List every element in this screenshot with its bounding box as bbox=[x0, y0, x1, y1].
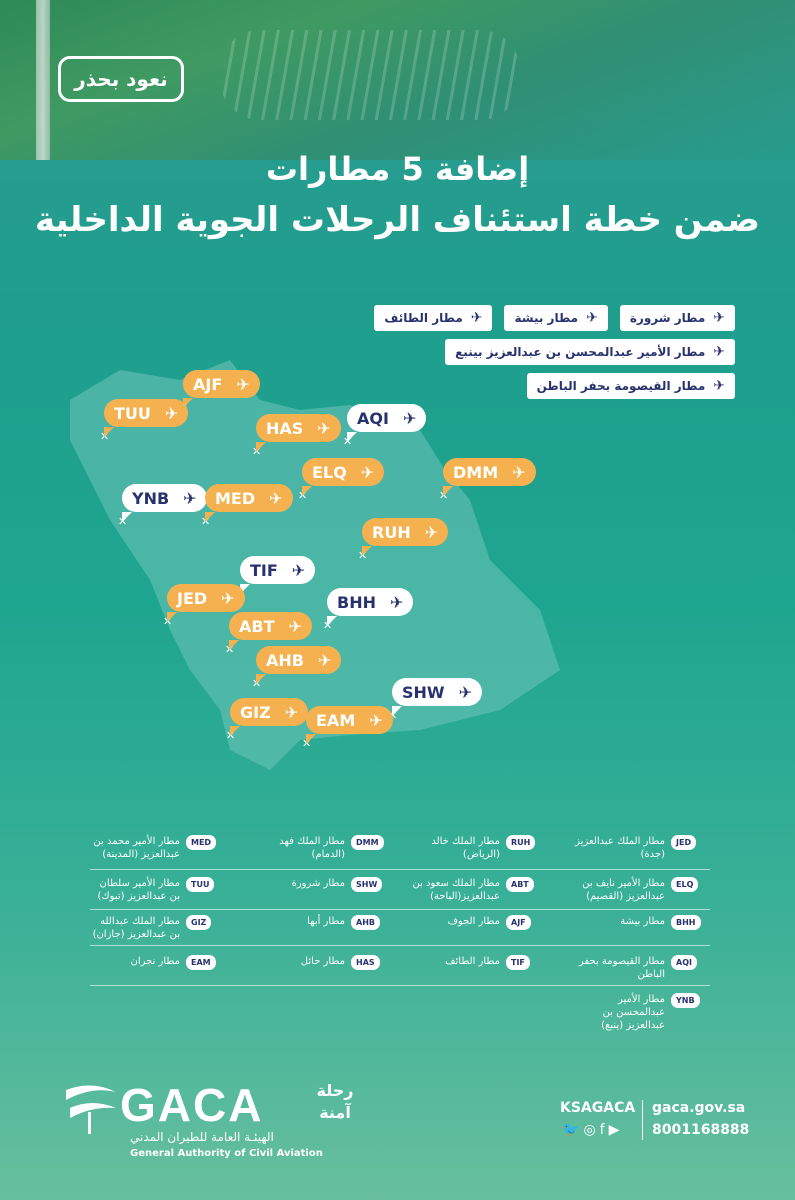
phone-number: 8001168888 bbox=[652, 1122, 750, 1138]
bubble-aqi: AQI ✈ bbox=[347, 404, 427, 442]
row-divider bbox=[90, 985, 710, 986]
plane-icon: ✈ bbox=[713, 310, 725, 326]
tag-item: ✈ مطار الطائف bbox=[374, 305, 493, 331]
bubble-ynb: YNB ✈ bbox=[122, 484, 207, 522]
page-title: إضافة 5 مطارات bbox=[265, 150, 530, 188]
bubble-abt: ABT ✈ bbox=[229, 612, 312, 650]
bubble-has: HAS ✈ bbox=[256, 414, 341, 452]
table-cell: ELQ مطار الأمير نايف بن عبدالعزيز (القصيم… bbox=[575, 877, 699, 903]
plane-icon: ✈ bbox=[458, 682, 472, 702]
bubble-ajf: AJF ✈ bbox=[183, 370, 260, 408]
gaca-arabic-name: الهيئـة العامة للطيران المدني bbox=[130, 1130, 274, 1144]
youtube-icon[interactable]: ▶ bbox=[608, 1122, 620, 1138]
table-cell: YNB مطار الأمير عبدالمحسن بن عبدالعزيز (ي… bbox=[575, 993, 700, 1032]
table-cell: TUU مطار الأمير سلطان بن عبدالعزيز (تبوك) bbox=[90, 877, 215, 903]
gaca-english-name: General Authority of Civil Aviation bbox=[130, 1148, 323, 1159]
new-airports-list: ✈ مطار شرورة ✈ مطار بيشة ✈ مطار الطائف ✈ مطا… bbox=[315, 305, 735, 407]
plane-icon: ✈ bbox=[470, 310, 483, 326]
plane-icon: ✈ bbox=[402, 408, 417, 428]
page-subtitle: ضمن خطة استئناف الرحلات الجوية الداخلية bbox=[35, 200, 760, 240]
instagram-icon[interactable]: ◎ bbox=[583, 1122, 596, 1138]
table-cell: RUH مطار الملك خالد (الرياض) bbox=[410, 835, 536, 861]
gaca-logo-text: GACA bbox=[120, 1079, 264, 1131]
saudi-flag-banner bbox=[0, 0, 795, 160]
row-divider bbox=[90, 869, 710, 870]
flag-pole bbox=[36, 0, 50, 160]
plane-icon: ✈ bbox=[164, 403, 179, 423]
campaign-badge: نعود بحذر bbox=[58, 56, 184, 102]
plane-icon: ✈ bbox=[389, 592, 404, 612]
plane-icon: ✈ bbox=[424, 522, 439, 542]
table-cell: AHB مطار أبها bbox=[255, 915, 380, 930]
plane-icon: ✈ bbox=[713, 378, 725, 394]
social-handle: KSAGACA bbox=[560, 1100, 636, 1116]
plane-icon: ✈ bbox=[291, 560, 306, 580]
safe-trip-logo: رحلة آمنة bbox=[316, 1081, 354, 1122]
plane-icon: ✈ bbox=[317, 650, 332, 670]
table-cell: SHW مطار شرورة bbox=[255, 877, 383, 892]
twitter-icon[interactable]: 🐦 bbox=[562, 1122, 580, 1138]
saudi-map-shape bbox=[70, 360, 560, 770]
table-cell: JED مطار الملك عبدالعزيز (جدة) bbox=[575, 835, 697, 861]
tag-row: ✈ مطار الأمير عبدالمحسن بن عبدالعزيز بينب… bbox=[315, 339, 735, 365]
table-cell: ABT مطار الملك سعود بن عبدالعزيز(الباحة) bbox=[410, 877, 534, 903]
tag-item: ✈ مطار شرورة bbox=[619, 305, 735, 331]
table-cell: TIF مطار الطائف bbox=[410, 955, 530, 970]
table-cell: MED مطار الأمير محمد بن عبدالعزيز (المدين… bbox=[90, 835, 217, 861]
table-cell: DMM مطار الملك فهد (الدمام) bbox=[255, 835, 384, 861]
bubble-jed: JED ✈ bbox=[167, 584, 245, 622]
plane-icon: ✈ bbox=[236, 374, 250, 394]
table-cell: GIZ مطار الملك عبدالله بن عبدالعزيز (جازا… bbox=[90, 915, 212, 941]
row-divider bbox=[90, 909, 710, 910]
plane-icon: ✈ bbox=[369, 710, 383, 730]
table-cell: HAS مطار حائل bbox=[255, 955, 380, 970]
bubble-ahb: AHB ✈ bbox=[256, 646, 342, 684]
plane-icon: ✈ bbox=[221, 588, 235, 608]
bubble-med: MED ✈ bbox=[205, 484, 293, 522]
bubble-dmm: DMM ✈ bbox=[443, 458, 536, 496]
flag-calligraphy bbox=[220, 30, 520, 120]
bubble-bhh: BHH ✈ bbox=[327, 588, 414, 626]
tag-item: ✈ مطار بيشة bbox=[504, 305, 608, 331]
plane-icon: ✈ bbox=[512, 462, 526, 482]
plane-icon: ✈ bbox=[284, 702, 299, 722]
row-divider bbox=[90, 945, 710, 946]
bubble-giz: GIZ ✈ bbox=[230, 698, 309, 736]
table-cell: AJF مطار الجوف bbox=[410, 915, 531, 930]
airports-table: JED مطار الملك عبدالعزيز (جدة) RUH مطار ال… bbox=[90, 825, 710, 1031]
bubble-elq: ELQ ✈ bbox=[302, 458, 385, 496]
bubble-tif: TIF ✈ bbox=[240, 556, 316, 594]
table-cell: BHH مطار بيشة bbox=[575, 915, 701, 930]
plane-icon: ✈ bbox=[317, 418, 331, 438]
footer-divider bbox=[642, 1100, 643, 1140]
tag-item: ✈ مطار الأمير عبدالمحسن بن عبدالعزيز بينب… bbox=[445, 339, 735, 365]
gaca-logo-icon bbox=[66, 1085, 116, 1134]
tag-row: ✈ مطار شرورة ✈ مطار بيشة ✈ مطار الطائف bbox=[315, 305, 735, 331]
plane-icon: ✈ bbox=[288, 616, 302, 636]
footer: GACA الهيئـة العامة للطيران المدني Gener… bbox=[0, 1070, 795, 1200]
plane-icon: ✈ bbox=[269, 488, 283, 508]
bubble-tuu: TUU ✈ bbox=[104, 399, 189, 437]
bubble-shw: SHW ✈ bbox=[392, 678, 482, 716]
tag-row: ✈ مطار القيصومة بحفر الباطن bbox=[315, 373, 735, 399]
saudi-map bbox=[70, 360, 560, 770]
plane-icon: ✈ bbox=[183, 488, 197, 508]
social-icons: 🐦 ◎ f ▶ bbox=[562, 1122, 619, 1138]
bubble-eam: EAM ✈ bbox=[306, 706, 393, 744]
tag-item: ✈ مطار القيصومة بحفر الباطن bbox=[526, 373, 735, 399]
table-cell: AQI مطار القيصومة بحفر الباطن bbox=[575, 955, 697, 981]
bubble-ruh: RUH ✈ bbox=[362, 518, 449, 556]
plane-icon: ✈ bbox=[713, 344, 725, 360]
plane-icon: ✈ bbox=[360, 462, 375, 482]
facebook-icon[interactable]: f bbox=[599, 1122, 605, 1138]
table-cell: EAM مطار نجران bbox=[90, 955, 216, 970]
website-link[interactable]: gaca.gov.sa bbox=[652, 1100, 746, 1116]
plane-icon: ✈ bbox=[586, 310, 598, 326]
